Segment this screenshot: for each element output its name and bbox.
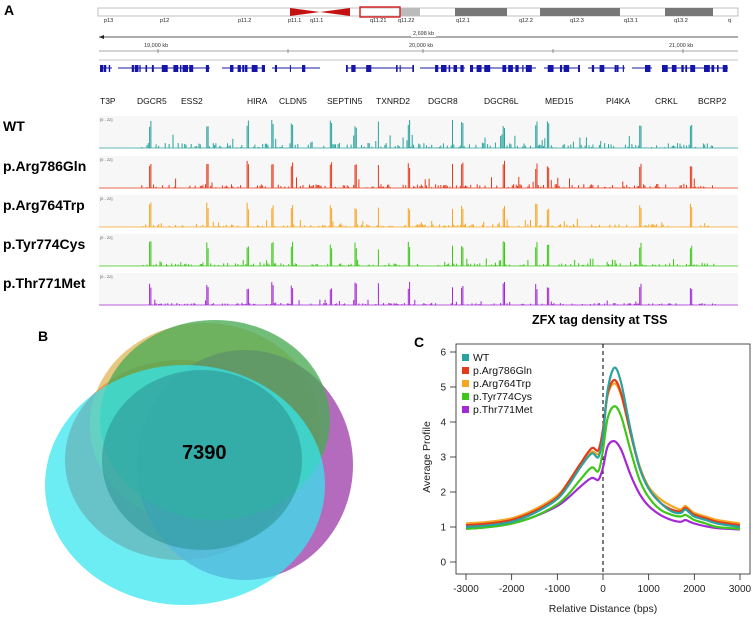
ideogram-band-label: p13 <box>104 18 113 24</box>
ideogram-band-label: q12.3 <box>570 18 584 24</box>
signal-track <box>99 156 738 188</box>
track-label: p.Arg786Gln <box>3 158 86 174</box>
gene-label: TXNRD2 <box>376 96 410 106</box>
x-tick-label: 2000 <box>683 584 706 595</box>
gene-label: DGCR6L <box>484 96 518 106</box>
scale-tick-label: 19,000 kb <box>144 43 168 49</box>
chromosome-ideogram <box>98 7 738 17</box>
y-axis-title: Average Profile <box>421 421 433 493</box>
legend-swatch <box>462 380 469 387</box>
gene-label: BCRP2 <box>698 96 726 106</box>
venn-overlap-count: 7390 <box>182 442 227 465</box>
legend-swatch <box>462 367 469 374</box>
ideogram-band-label: q12.2 <box>519 18 533 24</box>
track-range-label: [0 - 22] <box>100 235 112 240</box>
genome-browser-canvas <box>0 0 753 320</box>
track-label: WT <box>3 118 25 134</box>
track-label: p.Tyr774Cys <box>3 236 85 252</box>
ideogram-band-label: q <box>728 18 731 24</box>
ideogram-band-label: q13.2 <box>674 18 688 24</box>
gene-label: DGCR8 <box>428 96 458 106</box>
x-tick-label: -1000 <box>545 584 571 595</box>
signal-track <box>99 234 738 266</box>
ideogram-band-label: q11.21 <box>370 18 386 24</box>
gene-label: DGCR5 <box>137 96 167 106</box>
chart-title: ZFX tag density at TSS <box>532 313 667 327</box>
y-tick-label: 4 <box>440 418 446 429</box>
gene-label: HIRA <box>247 96 267 106</box>
ideogram-band-label: p11.2 <box>238 18 251 24</box>
gene-label: MED15 <box>545 96 573 106</box>
legend-swatch <box>462 393 469 400</box>
scale-tick-label: 21,000 kb <box>669 43 693 49</box>
gene-label: SEPTIN5 <box>327 96 362 106</box>
gene-annotation-track <box>100 65 728 72</box>
track-range-label: [0 - 22] <box>100 196 112 201</box>
legend-swatch <box>462 354 469 361</box>
y-tick-label: 5 <box>440 383 446 394</box>
legend-label: p.Arg764Trp <box>473 378 531 390</box>
y-tick-label: 6 <box>440 348 446 359</box>
y-tick-label: 3 <box>440 453 446 464</box>
gene-label: PI4KA <box>606 96 630 106</box>
ideogram-band-label: q11.1 <box>310 18 323 24</box>
gene-label: CLDN5 <box>279 96 307 106</box>
panel-b-venn: 7390 <box>30 310 360 610</box>
legend-label: p.Tyr774Cys <box>473 391 532 403</box>
legend-label: p.Thr771Met <box>473 404 533 416</box>
track-range-label: [0 - 22] <box>100 274 112 279</box>
ideogram-band-label: p12 <box>160 18 169 24</box>
y-tick-label: 1 <box>440 523 446 534</box>
scale-ruler <box>99 49 738 60</box>
y-tick-label: 2 <box>440 488 446 499</box>
track-range-label: [0 - 22] <box>100 117 112 122</box>
legend-label: p.Arg786Gln <box>473 365 532 377</box>
y-tick-label: 0 <box>440 558 446 569</box>
ideogram-band-label: q12.1 <box>456 18 470 24</box>
legend-label: WT <box>473 352 490 364</box>
legend-swatch <box>462 406 469 413</box>
gene-label: ESS2 <box>181 96 203 106</box>
x-axis-title: Relative Distance (bps) <box>549 603 658 615</box>
signal-tracks <box>99 116 738 305</box>
x-tick-label: -2000 <box>499 584 525 595</box>
tss-profile-chart: 0 1 2 3 4 5 6 -3000 -2000 -1000 0 1000 2000 3000 Avera… <box>410 330 753 616</box>
x-tick-label: 1000 <box>638 584 661 595</box>
track-label: p.Arg764Trp <box>3 197 85 213</box>
ideogram-band-label: q13.1 <box>624 18 638 24</box>
x-tick-label: -3000 <box>453 584 479 595</box>
signal-track <box>99 273 738 305</box>
scale-tick-label: 20,000 kb <box>409 43 433 49</box>
ideogram-band-label: q11.22 <box>398 18 414 24</box>
panel-c-chart: 0 1 2 3 4 5 6 -3000 -2000 -1000 0 1000 2000 3000 Avera… <box>410 330 753 616</box>
x-tick-label: 0 <box>600 584 606 595</box>
gene-label: CRKL <box>655 96 678 106</box>
region-length-label: 2,698 kb <box>411 31 436 37</box>
gene-label: T3P <box>100 96 116 106</box>
track-range-label: [0 - 22] <box>100 157 112 162</box>
track-label: p.Thr771Met <box>3 275 85 291</box>
ideogram-band-label: p11.1 <box>288 18 301 24</box>
x-tick-label: 3000 <box>729 584 752 595</box>
signal-track <box>99 116 738 148</box>
signal-track <box>99 195 738 227</box>
